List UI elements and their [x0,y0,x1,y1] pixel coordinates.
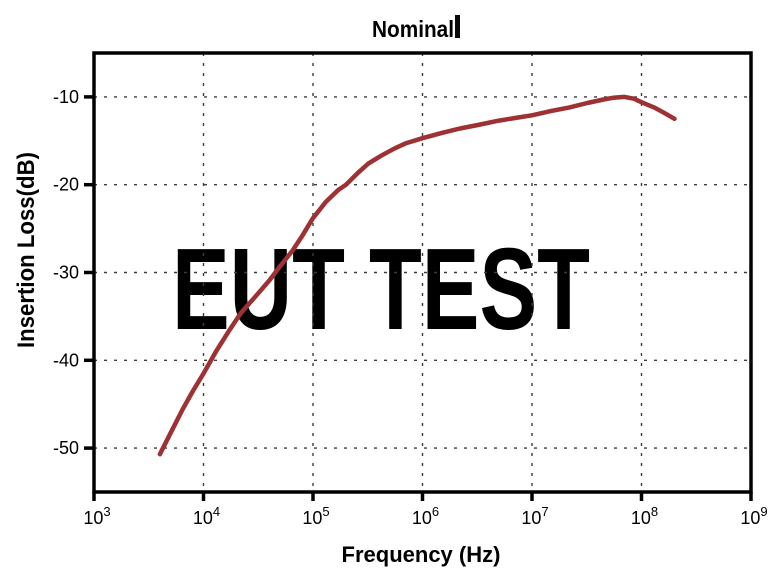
chart-title: Nominal [372,16,454,42]
y-tick-label: -20 [53,175,79,195]
watermark-text: EUT TEST [172,224,590,354]
x-tick-label: 105 [302,504,329,528]
x-tick-label: 109 [740,504,767,528]
x-tick-label: 107 [521,504,548,528]
x-tick-labels: 103 104 105 106 107 108 109 [83,504,767,528]
axis-ticks [84,95,753,501]
x-tick-label: 106 [412,504,439,528]
y-tick-label: -40 [53,350,79,370]
x-tick-label: 103 [83,504,110,528]
text-cursor [455,15,460,38]
y-tick-label: -50 [53,438,79,458]
y-tick-label: -30 [53,263,79,283]
x-tick-label: 104 [193,504,220,528]
x-axis-title: Frequency (Hz) [342,542,501,567]
y-tick-label: -10 [53,87,79,107]
y-tick-labels: -10 -20 -30 -40 -50 [53,87,79,458]
x-tick-label: 108 [631,504,658,528]
nominal-curve [157,94,677,457]
y-axis-title: Insertion Loss(dB) [13,152,40,348]
